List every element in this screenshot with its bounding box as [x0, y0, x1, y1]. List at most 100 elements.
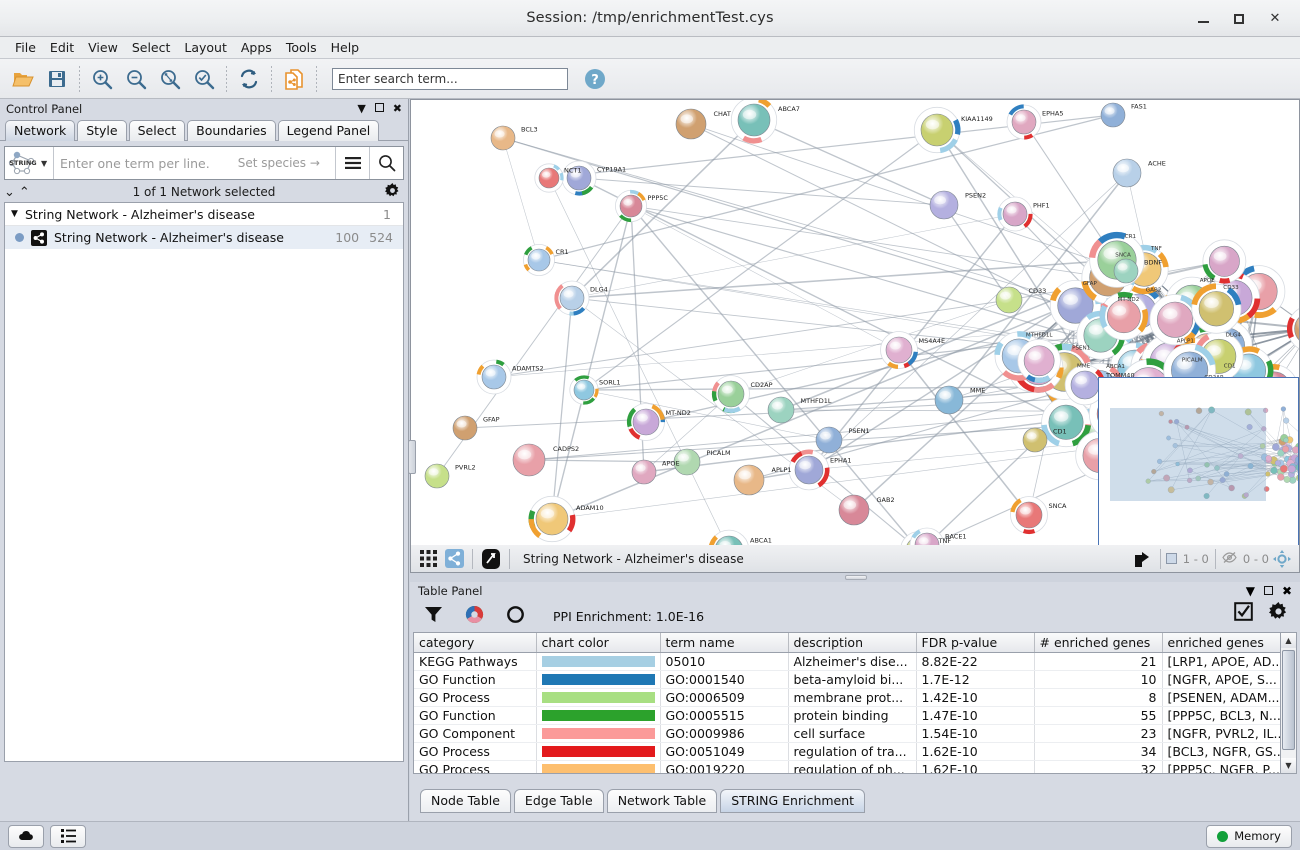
col-term-name[interactable]: term name [660, 633, 789, 653]
expand-all-icon[interactable]: ⌃ [18, 184, 30, 200]
filter-icon[interactable] [424, 605, 443, 627]
horizontal-split-grip[interactable] [845, 575, 867, 580]
control-panel-close-icon[interactable]: ✖ [392, 102, 402, 115]
col-enriched-genes[interactable]: enriched genes [1162, 633, 1284, 653]
close-icon[interactable]: ✕ [1269, 11, 1281, 26]
zoom-selected-icon[interactable] [187, 62, 221, 96]
network-tree-root-row[interactable]: ▼ String Network - Alzheimer's disease 1 [5, 203, 403, 226]
menu-view[interactable]: View [88, 40, 118, 55]
menu-help[interactable]: Help [330, 40, 360, 55]
menu-select[interactable]: Select [131, 40, 171, 55]
chart-donut-icon[interactable] [465, 605, 484, 627]
scroll-down-arrow-icon[interactable]: ▼ [1281, 758, 1296, 773]
string-logo-icon[interactable]: STRING [5, 147, 41, 179]
set-species-link[interactable]: Set species → [237, 156, 320, 170]
collapse-all-icon[interactable]: ⌄ [4, 184, 15, 200]
col-chart-color[interactable]: chart color [536, 633, 661, 653]
tab-node-table[interactable]: Node Table [420, 789, 511, 813]
table-panel-close-icon[interactable]: ✖ [1281, 584, 1292, 598]
share-string-icon[interactable] [441, 548, 467, 570]
refresh-icon[interactable] [232, 62, 266, 96]
col-num-enriched[interactable]: # enriched genes [1034, 633, 1163, 653]
svg-text:PSEN1: PSEN1 [849, 427, 870, 435]
col-category[interactable]: category [414, 633, 537, 653]
overview-viewport-rect[interactable] [1110, 408, 1266, 501]
tab-select[interactable]: Select [128, 120, 186, 141]
tab-boundaries[interactable]: Boundaries [187, 120, 276, 141]
string-term-input[interactable]: Enter one term per line. Set species → [54, 156, 335, 171]
list-icon[interactable] [50, 824, 86, 848]
main-toolbar: Enter search term... ? [0, 59, 1300, 99]
export-network-icon[interactable] [277, 62, 311, 96]
table-row[interactable]: GO Process GO:0019220 regulation of ph... 1… [414, 760, 1284, 773]
save-icon[interactable] [40, 62, 74, 96]
string-logo-dropdown-icon[interactable]: ▼ [41, 158, 48, 168]
checkbox-select-icon[interactable] [1234, 602, 1253, 624]
control-panel-float-icon[interactable] [374, 103, 384, 114]
help-icon[interactable]: ? [582, 66, 608, 92]
minimize-button[interactable] [1186, 4, 1220, 34]
col-description[interactable]: description [788, 633, 917, 653]
svg-text:SORL1: SORL1 [599, 379, 621, 387]
maximize-button[interactable] [1222, 4, 1256, 34]
zoom-fit-icon[interactable] [153, 62, 187, 96]
menu-layout[interactable]: Layout [184, 40, 227, 55]
expand-triangle-icon[interactable]: ▼ [11, 209, 18, 219]
menu-file[interactable]: File [15, 40, 36, 55]
tab-edge-table[interactable]: Edge Table [513, 789, 604, 813]
annotate-icon[interactable] [478, 548, 504, 570]
panel-split-handle[interactable] [408, 440, 416, 474]
chart-color-swatch [541, 728, 655, 739]
menu-tools[interactable]: Tools [285, 40, 317, 55]
birds-eye-overview[interactable] [1098, 377, 1299, 572]
export-image-icon[interactable] [1129, 548, 1155, 570]
scrollbar-thumb[interactable] [1282, 650, 1295, 750]
menu-apps[interactable]: Apps [240, 40, 272, 55]
cell-chart-color [536, 652, 661, 671]
table-row[interactable]: GO Process GO:0006509 membrane prot... 1.42… [414, 688, 1284, 707]
tab-network[interactable]: Network [5, 120, 76, 141]
tab-string-enrichment[interactable]: STRING Enrichment [720, 789, 866, 813]
table-panel-float-icon[interactable] [1263, 584, 1273, 598]
table-row[interactable]: GO Function GO:0005515 protein binding 1.47… [414, 706, 1284, 725]
gear-icon[interactable] [385, 183, 400, 201]
zoom-in-icon[interactable] [85, 62, 119, 96]
tab-style[interactable]: Style [77, 120, 127, 141]
tab-legend-panel[interactable]: Legend Panel [277, 120, 380, 141]
title-bar: Session: /tmp/enrichmentTest.cys ✕ [0, 0, 1300, 37]
grid-layout-icon[interactable] [415, 548, 441, 570]
table-panel-dropdown-icon[interactable]: ▼ [1245, 584, 1255, 598]
table-row[interactable]: KEGG Pathways 05010 Alzheimer's dise... 8.8… [414, 652, 1284, 671]
circle-icon[interactable] [506, 605, 525, 627]
cell-num-enriched: 8 [1034, 688, 1163, 707]
open-folder-icon[interactable] [6, 62, 40, 96]
enrichment-table-container[interactable]: category chart color term name descripti… [413, 632, 1297, 774]
network-view-canvas[interactable]: BCL3 CYP19A1 PPP5C ABCA7 KIAA1149 EPHA5 FAS1 CH… [410, 99, 1300, 573]
zoom-out-icon[interactable] [119, 62, 153, 96]
table-row[interactable]: GO Function GO:0001540 beta-amyloid bi... 1… [414, 670, 1284, 689]
network-tree-list[interactable]: ▼ String Network - Alzheimer's disease 1… [4, 202, 404, 762]
svg-text:TNF: TNF [1150, 246, 1162, 252]
table-row[interactable]: GO Component GO:0009986 cell surface 1.54E-… [414, 724, 1284, 743]
network-root-count: 1 [383, 206, 391, 222]
table-vertical-scrollbar[interactable]: ▲ ▼ [1280, 632, 1297, 774]
pan-navigator-icon[interactable] [1269, 548, 1295, 570]
cloud-icon[interactable] [8, 824, 44, 848]
col-fdr-pvalue[interactable]: FDR p-value [916, 633, 1035, 653]
memory-status-button[interactable]: Memory [1206, 824, 1292, 848]
gear-icon[interactable] [1269, 602, 1288, 624]
magnifier-icon[interactable] [370, 147, 403, 179]
control-panel-dropdown-icon[interactable]: ▼ [357, 102, 366, 115]
cell-enriched-genes: [BCL3, NGFR, GS... [1162, 742, 1284, 761]
search-input[interactable]: Enter search term... [332, 67, 568, 90]
selected-nodes-checkbox[interactable] [1165, 553, 1177, 564]
cell-num-enriched: 10 [1034, 670, 1163, 689]
scroll-up-arrow-icon[interactable]: ▲ [1281, 633, 1296, 648]
hamburger-icon[interactable] [336, 147, 369, 179]
enrichment-table: category chart color term name descripti… [414, 633, 1284, 773]
network-tree-item[interactable]: String Network - Alzheimer's disease 100… [5, 226, 403, 249]
tab-network-table[interactable]: Network Table [606, 789, 718, 813]
hidden-edges-icon[interactable] [1222, 551, 1237, 567]
menu-edit[interactable]: Edit [49, 40, 75, 55]
table-row[interactable]: GO Process GO:0051049 regulation of tra...… [414, 742, 1284, 761]
